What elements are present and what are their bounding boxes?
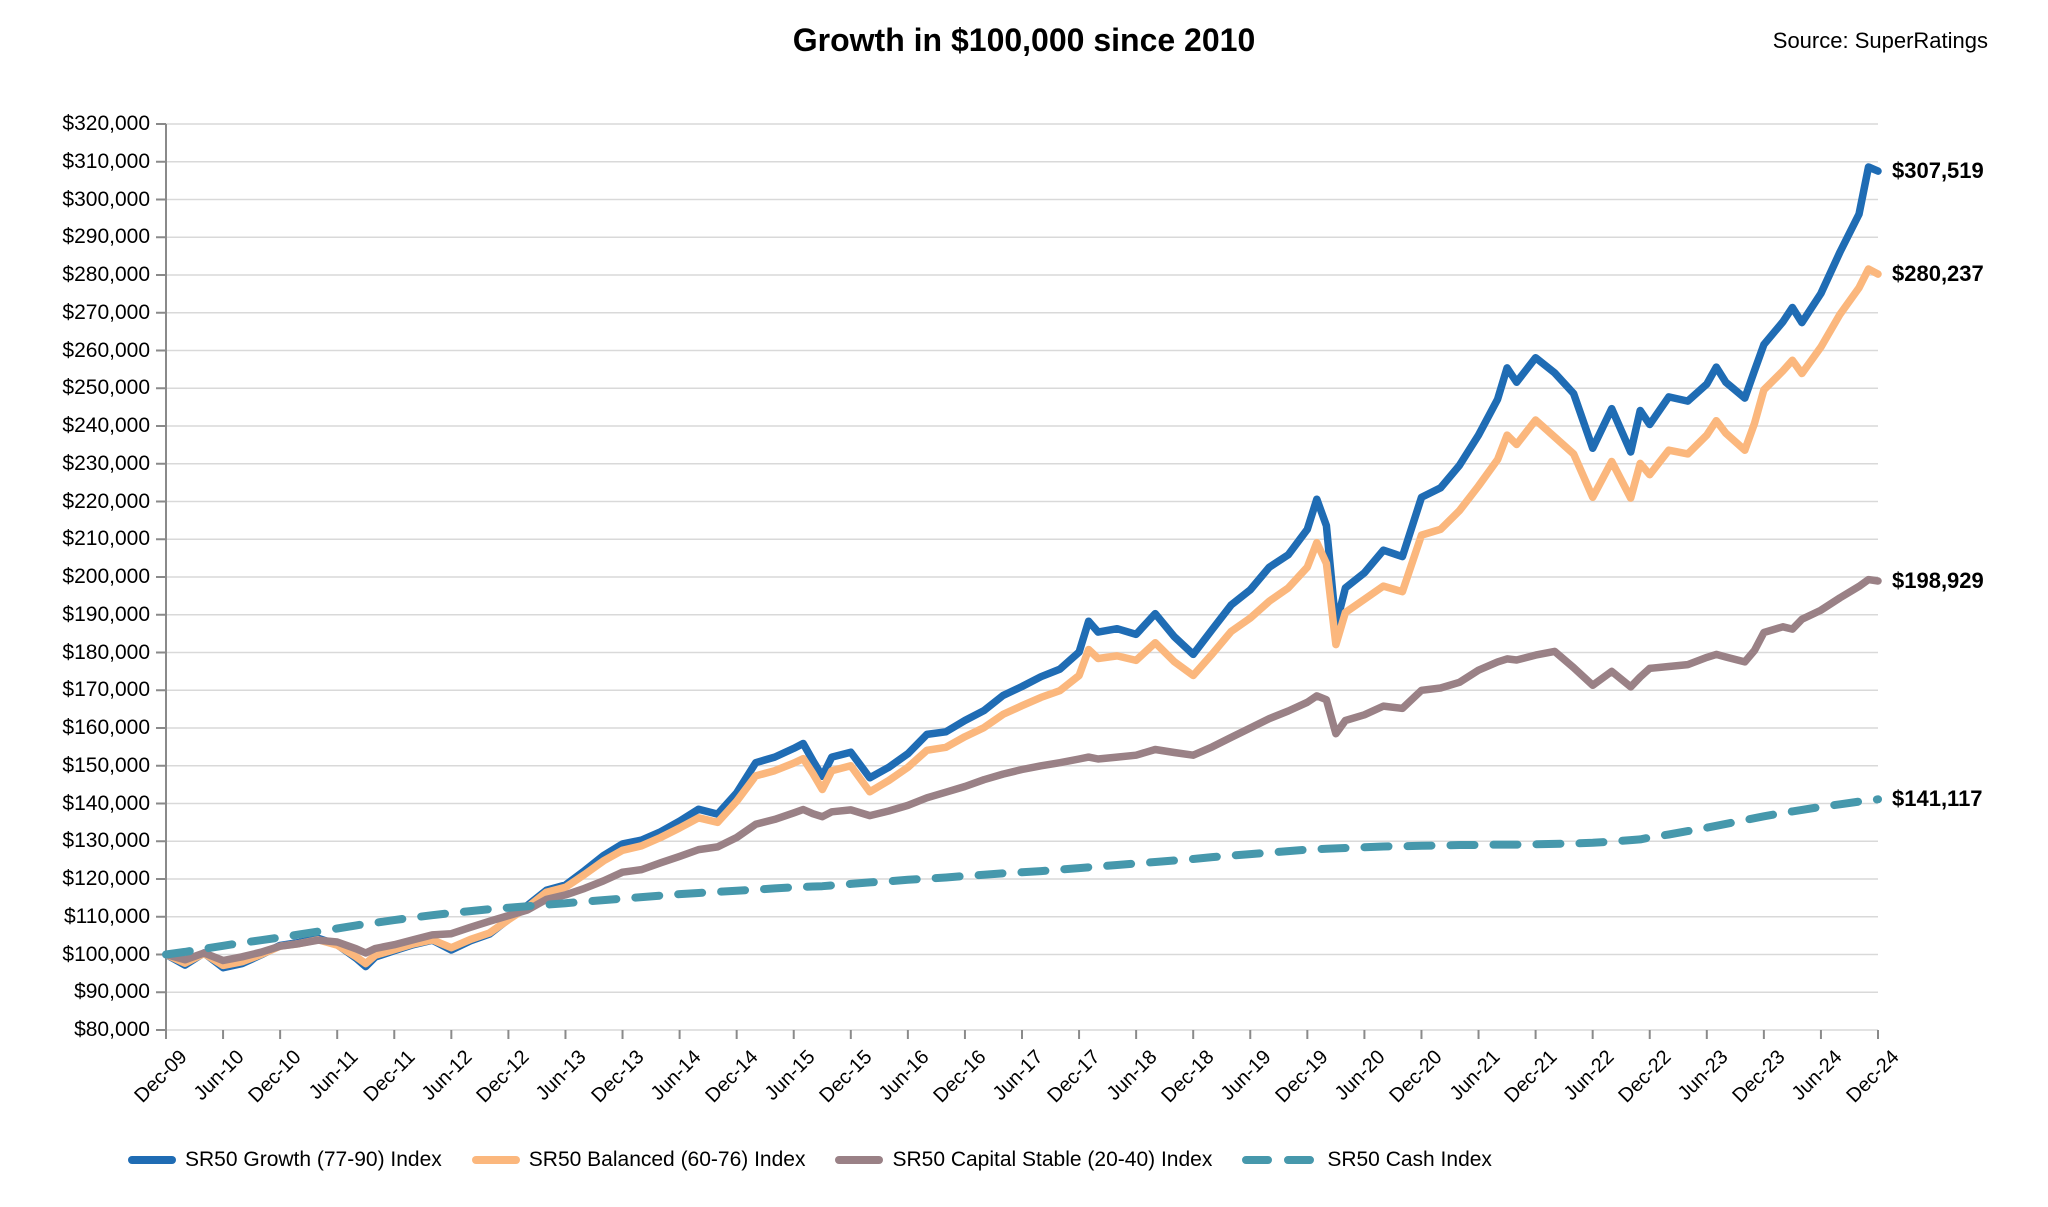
growth-line-swatch-icon (128, 1156, 176, 1164)
y-axis-label: $120,000 (62, 867, 150, 890)
end-label-capital-stable: $198,929 (1892, 568, 1984, 594)
legend-label: SR50 Growth (77-90) Index (185, 1148, 442, 1171)
series-line-0 (162, 163, 1882, 972)
cash-dashed-line-swatch-icon (1242, 1156, 1319, 1164)
y-axis-label: $90,000 (74, 980, 150, 1004)
legend-item-growth: SR50 Growth (77-90) Index (128, 1148, 442, 1172)
legend-item-balanced: SR50 Balanced (60-76) Index (471, 1148, 806, 1172)
y-axis-label: $290,000 (62, 225, 150, 249)
end-label-cash: $141,117 (1892, 786, 1983, 812)
y-axis-label: $150,000 (62, 753, 150, 777)
balanced-line-swatch-icon (471, 1156, 520, 1164)
y-axis-label: $310,000 (62, 149, 150, 173)
series-line-2 (162, 575, 1882, 965)
source-attribution: Source: SuperRatings (1772, 28, 1988, 53)
y-axis-label: $110,000 (63, 904, 150, 928)
legend-label: SR50 Balanced (60-76) Index (528, 1148, 806, 1171)
end-label-growth: $307,519 (1892, 158, 1984, 184)
series-line-3 (162, 795, 1882, 959)
y-axis-label: $250,000 (62, 376, 150, 400)
y-axis-label: $130,000 (62, 829, 150, 853)
y-axis-label: $140,000 (62, 791, 150, 815)
y-axis-label: $210,000 (62, 527, 150, 551)
end-label-balanced: $280,237 (1892, 261, 1984, 287)
y-axis-label: $260,000 (62, 338, 150, 362)
capital-stable-line-swatch-icon (835, 1156, 884, 1164)
y-axis-label: $170,000 (62, 678, 150, 702)
chart-legend: SR50 Growth (77-90) Index SR50 Balanced … (128, 1148, 1928, 1172)
legend-item-cash: SR50 Cash Index (1242, 1148, 1492, 1172)
y-axis-label: $300,000 (62, 187, 150, 211)
series-line-1 (162, 265, 1882, 970)
y-axis-label: $240,000 (62, 414, 150, 437)
legend-item-capital-stable: SR50 Capital Stable (20-40) Index (835, 1148, 1212, 1172)
y-axis-label: $100,000 (62, 942, 150, 966)
y-axis-label: $220,000 (62, 489, 150, 513)
y-axis-label: $270,000 (62, 300, 150, 324)
y-axis-label: $160,000 (62, 716, 150, 739)
y-axis-label: $230,000 (62, 451, 150, 475)
y-axis-label: $80,000 (74, 1018, 150, 1041)
y-axis-label: $200,000 (62, 565, 150, 588)
legend-label: SR50 Capital Stable (20-40) Index (892, 1148, 1213, 1171)
y-axis-label: $320,000 (62, 112, 150, 135)
chart-title: Growth in $100,000 since 2010 (792, 22, 1256, 58)
y-axis-label: $180,000 (62, 640, 150, 664)
y-axis-label: $280,000 (62, 263, 150, 286)
legend-label: SR50 Cash Index (1327, 1148, 1492, 1171)
y-axis-label: $190,000 (62, 602, 150, 626)
